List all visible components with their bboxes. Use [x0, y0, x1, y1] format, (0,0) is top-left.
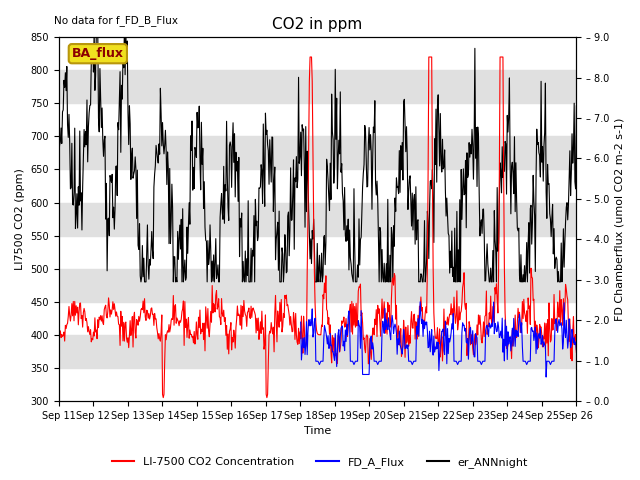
Text: No data for f_FD_B_Flux: No data for f_FD_B_Flux: [54, 15, 178, 26]
Text: BA_flux: BA_flux: [72, 47, 124, 60]
Bar: [59, 269, 577, 302]
Legend: LI-7500 CO2 Concentration, FD_A_Flux, er_ANNnight: LI-7500 CO2 Concentration, FD_A_Flux, er…: [108, 452, 532, 472]
Y-axis label: LI7500 CO2 (ppm): LI7500 CO2 (ppm): [15, 168, 25, 270]
Bar: [59, 136, 577, 169]
Title: CO2 in ppm: CO2 in ppm: [273, 17, 363, 32]
X-axis label: Time: Time: [304, 426, 332, 436]
Bar: [59, 335, 577, 368]
Bar: [59, 203, 577, 236]
Y-axis label: FD Chamberflux (umol CO2 m-2 s-1): FD Chamberflux (umol CO2 m-2 s-1): [615, 118, 625, 321]
Bar: [59, 70, 577, 103]
